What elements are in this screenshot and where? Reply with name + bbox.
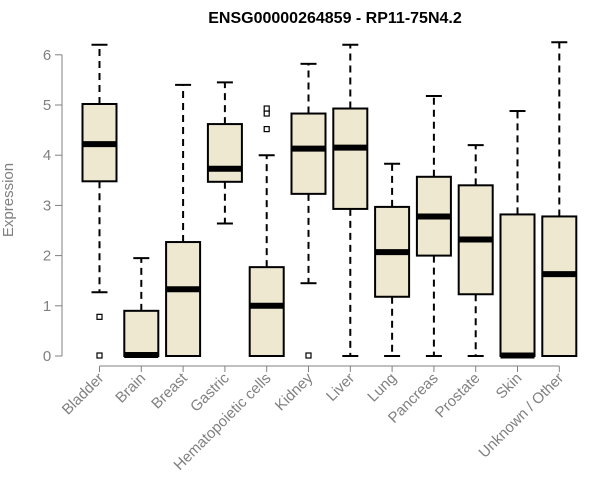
x-tick-label-7: Lung bbox=[364, 370, 400, 406]
box-2 bbox=[165, 83, 202, 358]
box-8 bbox=[415, 94, 452, 357]
box-4 bbox=[248, 105, 285, 357]
box-11 bbox=[541, 41, 578, 357]
iqr-box-5 bbox=[290, 112, 327, 195]
y-tick-label-6: 6 bbox=[43, 47, 51, 64]
y-tick-label-5: 5 bbox=[43, 97, 51, 114]
x-tick-label-2: Breast bbox=[148, 369, 191, 412]
iqr-box-10 bbox=[499, 213, 536, 357]
outlier-4-1 bbox=[263, 110, 270, 117]
box-6 bbox=[332, 43, 369, 357]
iqr-box-11 bbox=[541, 215, 578, 357]
box-7 bbox=[374, 162, 411, 357]
x-tick-label-1: Brain bbox=[112, 370, 149, 407]
iqr-box-1 bbox=[123, 309, 160, 358]
outlier-0-1 bbox=[96, 352, 103, 359]
outlier-5-0 bbox=[305, 352, 312, 359]
iqr-box-4 bbox=[248, 266, 285, 357]
y-tick-label-4: 4 bbox=[43, 147, 51, 164]
y-axis: 0 1 2 3 4 5 6 bbox=[43, 47, 63, 365]
y-axis-label: Expression bbox=[0, 163, 17, 237]
outlier-4-2 bbox=[263, 105, 270, 112]
outlier-0-0 bbox=[96, 313, 103, 320]
x-tick-label-0: Bladder bbox=[59, 370, 108, 419]
box-3 bbox=[206, 81, 243, 225]
box-5 bbox=[290, 62, 327, 359]
box-1 bbox=[123, 257, 160, 358]
box-10 bbox=[499, 110, 536, 359]
box-9 bbox=[457, 144, 494, 357]
outlier-4-0 bbox=[263, 125, 270, 133]
iqr-box-2 bbox=[165, 241, 202, 358]
x-tick-label-6: Liver bbox=[323, 370, 358, 405]
iqr-box-6 bbox=[332, 107, 369, 210]
box-0 bbox=[81, 43, 118, 359]
y-tick-label-2: 2 bbox=[43, 248, 51, 265]
x-tick-label-5: Kidney bbox=[272, 369, 317, 414]
y-tick-label-3: 3 bbox=[43, 197, 51, 214]
y-tick-label-1: 1 bbox=[43, 298, 51, 315]
iqr-box-3 bbox=[206, 123, 243, 183]
y-tick-label-0: 0 bbox=[43, 348, 51, 365]
x-tick-label-10: Skin bbox=[493, 370, 526, 403]
boxes bbox=[81, 41, 578, 359]
x-tick-label-9: Prostate bbox=[432, 370, 484, 422]
chart-title: ENSG00000264859 - RP11-75N4.2 bbox=[208, 10, 462, 27]
